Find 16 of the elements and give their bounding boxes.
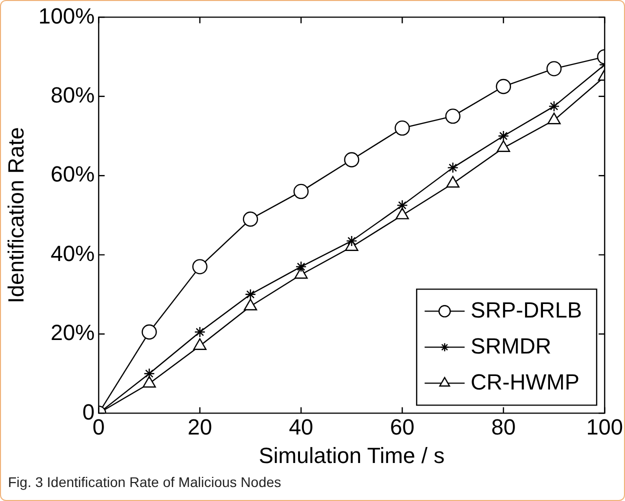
y-tick-label: 60% [50,162,95,187]
y-tick-label: 80% [50,82,95,108]
x-tick-label: 40 [288,414,314,440]
y-tick-label: 20% [50,320,95,346]
x-tick-label: 60 [390,414,414,440]
x-axis-title: Simulation Time / s [258,442,445,468]
legend-label: CR-HWMP [470,369,580,394]
legend-label: SRMDR [470,333,552,358]
y-tick-label: 40% [50,240,95,266]
legend-label: SRP-DRLB [470,297,582,322]
caption: Fig. 3 Identification Rate of Malicious Nodes [8,474,282,490]
x-tick-label: 80 [491,414,516,440]
x-tick-label: 100 [586,414,624,440]
y-axis-title: Identification Rate [3,127,28,304]
y-tick-label: 100% [38,3,95,28]
x-tick-label: 20 [188,414,212,440]
